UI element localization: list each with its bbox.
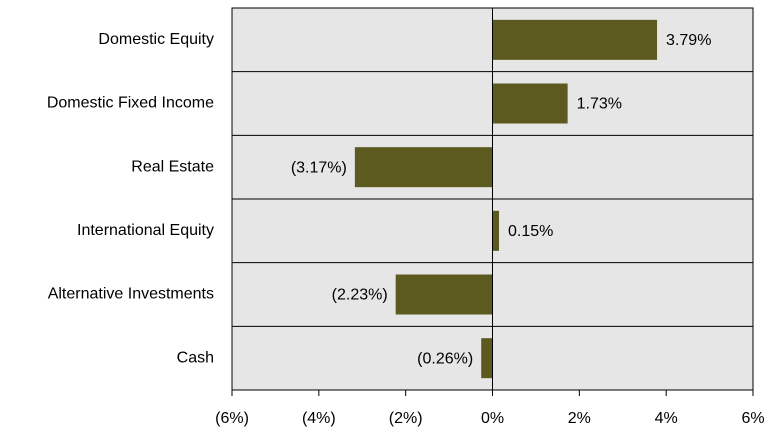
bar	[395, 274, 493, 315]
y-tick-label: Alternative Investments	[48, 286, 214, 303]
bar	[354, 147, 493, 188]
bar	[492, 210, 500, 251]
y-tick-label: International Equity	[77, 222, 214, 239]
value-label: 1.73%	[577, 96, 622, 113]
x-tick-label: (2%)	[389, 410, 423, 427]
bar	[481, 338, 493, 379]
y-tick-label: Domestic Equity	[98, 31, 214, 48]
y-tick-label: Real Estate	[131, 158, 214, 175]
y-tick-label: Cash	[177, 349, 214, 366]
x-tick-label: (6%)	[215, 410, 249, 427]
bar	[492, 83, 568, 124]
value-label: 0.15%	[508, 223, 553, 240]
x-tick-label: 2%	[568, 410, 591, 427]
x-tick-label: 4%	[655, 410, 678, 427]
value-label: (3.17%)	[291, 159, 347, 176]
x-tick-label: 6%	[741, 410, 764, 427]
value-label: (0.26%)	[417, 350, 473, 367]
bar	[492, 19, 658, 60]
x-tick-label: (4%)	[302, 410, 336, 427]
x-tick-label: 0%	[481, 410, 504, 427]
value-label: 3.79%	[666, 32, 711, 49]
y-tick-label: Domestic Fixed Income	[47, 95, 214, 112]
value-label: (2.23%)	[332, 287, 388, 304]
